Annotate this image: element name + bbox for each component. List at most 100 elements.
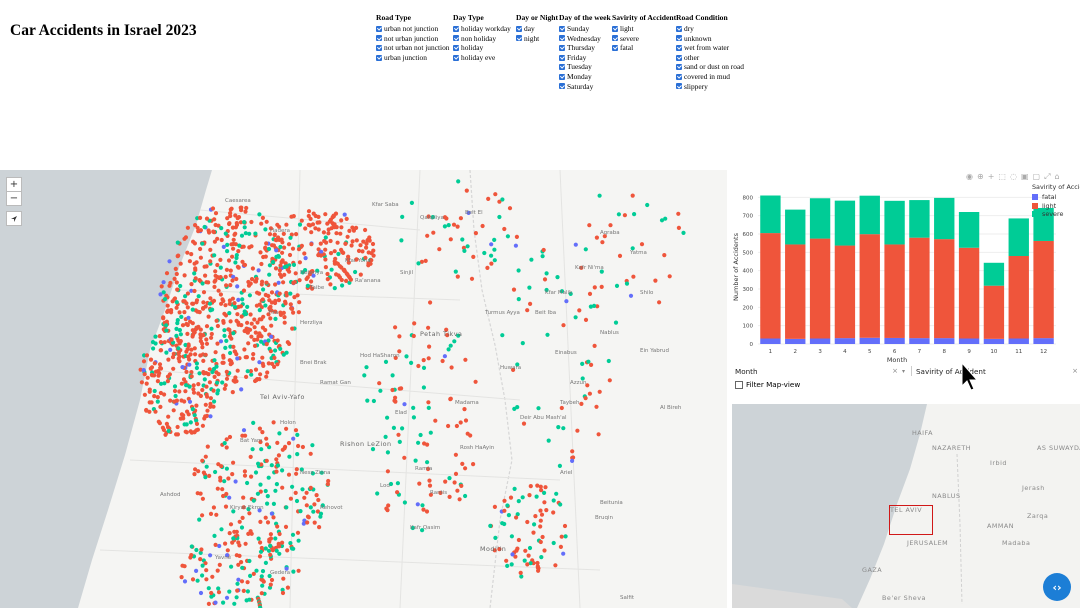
- bar-segment[interactable]: [1008, 338, 1029, 345]
- code-toggle-button[interactable]: ‹›: [1043, 573, 1071, 601]
- bar-segment[interactable]: [958, 247, 980, 339]
- zoom-plus-icon[interactable]: ▣: [1020, 172, 1029, 181]
- filter-option[interactable]: holiday: [453, 43, 511, 53]
- zoom-in-icon[interactable]: +: [987, 172, 995, 181]
- clear-icon[interactable]: ×: [1072, 367, 1078, 375]
- filter-option[interactable]: slippery: [676, 82, 744, 92]
- filter-option[interactable]: wet from water: [676, 43, 744, 53]
- checkbox-checked-icon[interactable]: [559, 44, 565, 51]
- checkbox-checked-icon[interactable]: [376, 35, 382, 42]
- bar-segment[interactable]: [934, 338, 955, 344]
- checkbox-checked-icon[interactable]: [612, 35, 618, 42]
- x-axis-select[interactable]: Month × ▾: [735, 364, 905, 378]
- checkbox-checked-icon[interactable]: [612, 25, 618, 32]
- filter-option[interactable]: Saturday: [559, 82, 611, 92]
- filter-option[interactable]: Thursday: [559, 43, 611, 53]
- color-select[interactable]: Savirity of Accident ×: [916, 364, 1078, 378]
- bar-segment[interactable]: [785, 244, 806, 339]
- checkbox-checked-icon[interactable]: [376, 44, 382, 51]
- bar-segment[interactable]: [934, 239, 955, 339]
- bar-segment[interactable]: [859, 234, 880, 338]
- checkbox-checked-icon[interactable]: [453, 44, 459, 51]
- checkbox-checked-icon[interactable]: [453, 25, 459, 32]
- bar-segment[interactable]: [809, 338, 831, 345]
- filter-option[interactable]: non holiday: [453, 34, 511, 44]
- bar-segment[interactable]: [884, 337, 905, 344]
- clear-icon[interactable]: ×: [892, 367, 898, 375]
- zoom-in-button[interactable]: +: [6, 177, 22, 192]
- bar-segment[interactable]: [1033, 207, 1054, 241]
- checkbox-checked-icon[interactable]: [676, 83, 682, 90]
- bar-segment[interactable]: [760, 338, 781, 345]
- bar-segment[interactable]: [884, 200, 905, 245]
- filter-option[interactable]: Friday: [559, 53, 611, 63]
- filter-option[interactable]: Wednesday: [559, 34, 611, 44]
- lasso-icon[interactable]: ◌: [1009, 172, 1017, 181]
- bar-segment[interactable]: [1033, 240, 1054, 339]
- camera-icon[interactable]: ◉: [966, 172, 973, 181]
- checkbox-checked-icon[interactable]: [376, 25, 382, 32]
- checkbox-checked-icon[interactable]: [676, 73, 682, 80]
- checkbox-box[interactable]: [735, 380, 743, 389]
- checkbox-checked-icon[interactable]: [676, 35, 682, 42]
- legend-item[interactable]: fatal: [1032, 193, 1080, 202]
- checkbox-checked-icon[interactable]: [516, 25, 522, 32]
- filter-option[interactable]: unknown: [676, 34, 744, 44]
- filter-option[interactable]: not urban junction: [376, 34, 449, 44]
- filter-option[interactable]: urban not junction: [376, 24, 449, 34]
- checkbox-checked-icon[interactable]: [612, 44, 618, 51]
- filter-option[interactable]: day: [516, 24, 558, 34]
- bar-segment[interactable]: [909, 338, 930, 344]
- checkbox-checked-icon[interactable]: [453, 35, 459, 42]
- filter-option[interactable]: holiday eve: [453, 53, 511, 63]
- checkbox-checked-icon[interactable]: [559, 54, 565, 61]
- filter-option[interactable]: Monday: [559, 72, 611, 82]
- checkbox-checked-icon[interactable]: [676, 54, 682, 61]
- bar-segment[interactable]: [1008, 256, 1029, 339]
- zoom-icon[interactable]: ⊕: [976, 172, 984, 181]
- bar-segment[interactable]: [958, 338, 980, 345]
- filter-option[interactable]: sand or dust on road: [676, 62, 744, 72]
- checkbox-checked-icon[interactable]: [559, 25, 565, 32]
- north-arrow-icon[interactable]: [6, 211, 22, 226]
- home-icon[interactable]: ⌂: [1054, 172, 1060, 181]
- bar-segment[interactable]: [909, 237, 930, 339]
- filter-option[interactable]: Sunday: [559, 24, 611, 34]
- filter-option[interactable]: dry: [676, 24, 744, 34]
- checkbox-checked-icon[interactable]: [376, 54, 382, 61]
- filter-option[interactable]: covered in mud: [676, 72, 744, 82]
- checkbox-checked-icon[interactable]: [676, 25, 682, 32]
- bar-segment[interactable]: [809, 198, 831, 239]
- bar-segment[interactable]: [958, 212, 980, 248]
- bar-segment[interactable]: [785, 209, 806, 245]
- bar-segment[interactable]: [834, 338, 856, 344]
- bar-segment[interactable]: [834, 200, 856, 246]
- bar-segment[interactable]: [983, 338, 1005, 344]
- bar-segment[interactable]: [1033, 338, 1054, 344]
- caret-icon[interactable]: ▾: [901, 367, 905, 375]
- filter-option[interactable]: other: [676, 53, 744, 63]
- bar-segment[interactable]: [760, 233, 781, 339]
- bar-segment[interactable]: [760, 195, 781, 234]
- bar-segment[interactable]: [1008, 218, 1029, 256]
- zoom-out-button[interactable]: −: [6, 192, 22, 206]
- overview-minimap[interactable]: HAIFA NAZARETH AS SUWAYDA Irbid Jerash NABLUS…: [732, 404, 1080, 608]
- filter-option[interactable]: night: [516, 34, 558, 44]
- filter-option[interactable]: not urban not junction: [376, 43, 449, 53]
- filter-option[interactable]: severe: [612, 34, 676, 44]
- bar-segment[interactable]: [909, 200, 930, 238]
- filter-option[interactable]: Tuesday: [559, 62, 611, 72]
- select-icon[interactable]: ⬚: [998, 172, 1006, 181]
- bar-segment[interactable]: [934, 197, 955, 240]
- bar-segment[interactable]: [859, 337, 880, 344]
- filter-option[interactable]: urban junction: [376, 53, 449, 63]
- legend-item[interactable]: light: [1032, 202, 1080, 211]
- bar-segment[interactable]: [859, 195, 880, 235]
- checkbox-checked-icon[interactable]: [516, 35, 522, 42]
- checkbox-checked-icon[interactable]: [559, 73, 565, 80]
- checkbox-checked-icon[interactable]: [559, 64, 565, 71]
- bar-segment[interactable]: [785, 338, 806, 344]
- checkbox-checked-icon[interactable]: [559, 35, 565, 42]
- autoscale-icon[interactable]: ⤢: [1044, 172, 1051, 181]
- accident-map[interactable]: Caesarea Hadera Netanya Kfar Yona Tira Taibe Q…: [0, 170, 727, 608]
